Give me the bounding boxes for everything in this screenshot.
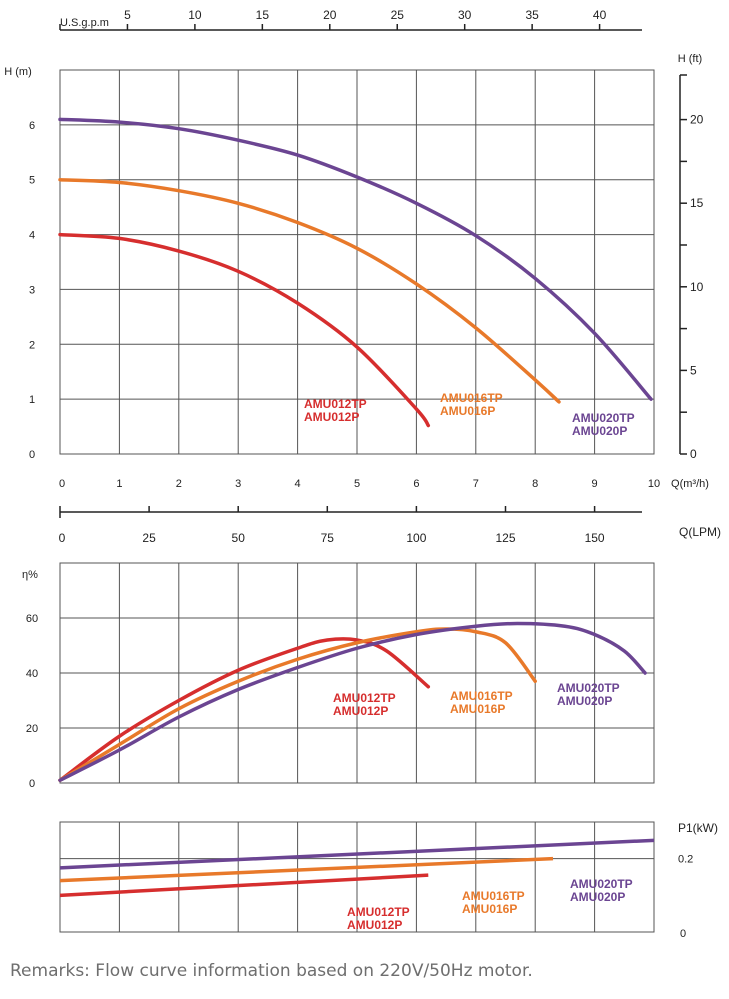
lpm-tick-label: 50 <box>232 531 246 545</box>
head-ytick-label: 5 <box>29 175 35 187</box>
head-ytick-label: 4 <box>29 230 35 242</box>
eff-series-amu016-line <box>58 627 537 782</box>
ft-tick-label: 20 <box>690 113 704 127</box>
lpm-tick-label: 150 <box>585 531 605 545</box>
head-xtick-label: 0 <box>59 478 65 490</box>
remarks-text: Remarks: Flow curve information based on… <box>10 961 533 981</box>
head-ytick-label: 2 <box>29 339 35 351</box>
head-xtick-label: 1 <box>116 478 122 490</box>
gpm-tick-label: 30 <box>458 8 472 22</box>
gpm-axis-label: U.S.g.p.m <box>60 17 109 29</box>
eff-ylabel: η% <box>22 569 38 581</box>
eff-label-amu016-tp: AMU016TP <box>450 689 513 703</box>
lpm-tick-label: 25 <box>142 531 156 545</box>
head-xtick-label: 2 <box>176 478 182 490</box>
eff-label-amu012-tp: AMU012TP <box>333 691 396 705</box>
power-ytick-label: 0.2 <box>678 854 693 866</box>
head-xtick-label: 6 <box>413 478 419 490</box>
eff-ytick-label: 60 <box>26 613 38 625</box>
head-series-amu012-line <box>58 232 431 428</box>
gpm-tick-label: 25 <box>391 8 405 22</box>
eff-ytick-label: 40 <box>26 668 38 680</box>
eff-label-amu020-tp: AMU020TP <box>557 681 620 695</box>
head-xtick-label: 9 <box>592 478 598 490</box>
gpm-tick-label: 10 <box>188 8 202 22</box>
ft-tick-label: 10 <box>690 280 704 294</box>
power-series-amu016-line <box>59 856 554 883</box>
eff-ytick-label: 0 <box>29 778 35 790</box>
head-label-amu012-tp: AMU012TP <box>304 397 367 411</box>
power-label-amu020-p: AMU020P <box>570 890 625 904</box>
eff-label-amu020-p: AMU020P <box>557 694 612 708</box>
eff-series-amu020-line <box>58 621 647 782</box>
head-xtick-label: 4 <box>295 478 301 490</box>
power-label-amu012-tp: AMU012TP <box>347 905 410 919</box>
power-series-amu020-line <box>59 838 655 870</box>
power-ytick-label: 0 <box>680 928 686 940</box>
head-xtick-label: 7 <box>473 478 479 490</box>
power-label-amu016-tp: AMU016TP <box>462 889 525 903</box>
head-ytick-label: 1 <box>29 394 35 406</box>
head-ylabel: H (m) <box>4 66 32 78</box>
lpm-axis-label: Q(LPM) <box>679 525 721 539</box>
head-xtick-label: 8 <box>532 478 538 490</box>
gpm-tick-label: 15 <box>256 8 270 22</box>
head-xtick-label: 5 <box>354 478 360 490</box>
head-xtick-label: 10 <box>648 478 660 490</box>
gpm-tick-label: 5 <box>124 8 131 22</box>
head-label-amu016-tp: AMU016TP <box>440 391 503 405</box>
head-label-amu016-p: AMU016P <box>440 404 495 418</box>
head-series-amu020-line <box>58 117 653 401</box>
eff-label-amu016-p: AMU016P <box>450 702 505 716</box>
lpm-tick-label: 100 <box>406 531 426 545</box>
head-ytick-label: 0 <box>29 449 35 461</box>
head-ytick-label: 3 <box>29 284 35 296</box>
eff-ytick-label: 20 <box>26 723 38 735</box>
power-label-amu012-p: AMU012P <box>347 918 402 932</box>
power-series-amu012-line <box>59 873 429 898</box>
lpm-tick-label: 0 <box>59 531 66 545</box>
head-label-amu020-p: AMU020P <box>572 424 627 438</box>
gpm-tick-label: 20 <box>323 8 337 22</box>
head-label-amu012-p: AMU012P <box>304 410 359 424</box>
gpm-tick-label: 40 <box>593 8 607 22</box>
lpm-tick-label: 75 <box>321 531 335 545</box>
head-label-amu020-tp: AMU020TP <box>572 411 635 425</box>
head-xtick-label: 3 <box>235 478 241 490</box>
power-ylabel: P1(kW) <box>678 821 718 835</box>
ft-tick-label: 15 <box>690 196 704 210</box>
ft-tick-label: 5 <box>690 363 697 377</box>
head-xlabel: Q(m³/h) <box>671 478 709 490</box>
eff-label-amu012-p: AMU012P <box>333 704 388 718</box>
ft-tick-label: 0 <box>690 447 697 461</box>
power-label-amu020-tp: AMU020TP <box>570 877 633 891</box>
lpm-tick-label: 125 <box>495 531 515 545</box>
power-label-amu016-p: AMU016P <box>462 902 517 916</box>
gpm-tick-label: 35 <box>525 8 539 22</box>
ft-axis-label: H (ft) <box>678 53 702 65</box>
head-ytick-label: 6 <box>29 120 35 132</box>
head-series-amu016-line <box>58 177 561 404</box>
